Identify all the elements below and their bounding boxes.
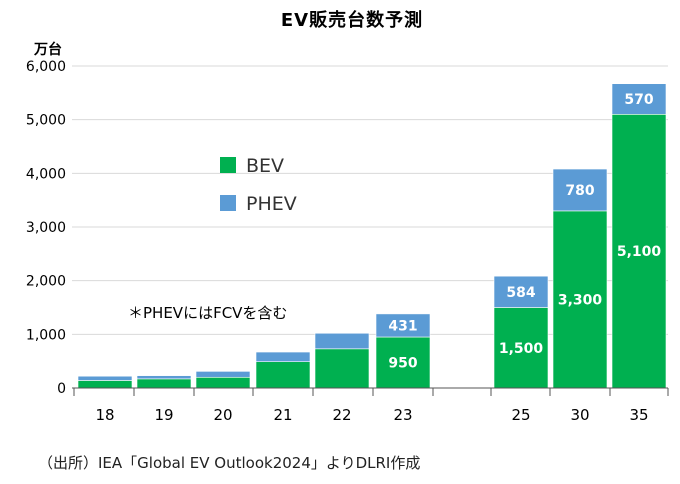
y-tick-label: 3,000 bbox=[26, 220, 66, 236]
y-tick-label: 2,000 bbox=[26, 274, 66, 290]
data-label-phev-25: 584 bbox=[506, 285, 535, 301]
y-axis-ticks: 0 1,000 2,000 3,000 4,000 5,000 6,000 bbox=[26, 59, 66, 397]
bar-phev-19 bbox=[136, 375, 192, 380]
chart-annotation: ＊PHEVにはFCVを含む bbox=[128, 304, 287, 322]
bar-phev-20 bbox=[195, 371, 251, 378]
x-tick-label: 18 bbox=[95, 406, 114, 424]
data-label-bev-35: 5,100 bbox=[617, 244, 662, 260]
bar-phev-35 bbox=[611, 83, 667, 115]
x-tick-label: 20 bbox=[213, 406, 232, 424]
data-label-phev-30: 780 bbox=[565, 183, 594, 199]
y-tick-label: 0 bbox=[57, 381, 66, 397]
y-axis-unit: 万台 bbox=[33, 41, 62, 58]
bar-bev-18 bbox=[77, 380, 133, 389]
legend-swatch-bev bbox=[220, 157, 236, 173]
bar-bev-19 bbox=[136, 378, 192, 389]
x-tick-label: 25 bbox=[511, 406, 530, 424]
y-tick-label: 4,000 bbox=[26, 166, 66, 182]
bar-phev-25 bbox=[493, 275, 549, 308]
y-tick-label: 5,000 bbox=[26, 113, 66, 129]
data-label-bev-23: 950 bbox=[388, 356, 417, 372]
bar-phev-30 bbox=[552, 168, 608, 212]
legend: BEV PHEV bbox=[220, 155, 297, 215]
bar-bev-22 bbox=[314, 348, 370, 389]
y-tick-label: 1,000 bbox=[26, 327, 66, 343]
x-tick-label: 23 bbox=[393, 406, 412, 424]
x-tick-label: 21 bbox=[273, 406, 292, 424]
bar-phev-23 bbox=[375, 313, 431, 338]
x-tick-label: 19 bbox=[154, 406, 173, 424]
y-tick-label: 6,000 bbox=[26, 59, 66, 75]
data-label-bev-30: 3,300 bbox=[558, 292, 603, 308]
bar-bev-21 bbox=[255, 361, 311, 389]
legend-label-phev: PHEV bbox=[246, 193, 297, 215]
data-label-phev-23: 431 bbox=[388, 318, 417, 334]
data-label-phev-35: 570 bbox=[624, 92, 653, 108]
bar-phev-21 bbox=[255, 351, 311, 363]
bar-phev-22 bbox=[314, 332, 370, 350]
bar-phev-18 bbox=[77, 375, 133, 381]
legend-label-bev: BEV bbox=[246, 155, 284, 177]
bar-bev-20 bbox=[195, 376, 251, 389]
x-tick-label: 35 bbox=[629, 406, 648, 424]
bars: 950 431 1,500 584 3,300 780 5,100 570 bbox=[77, 83, 667, 389]
legend-swatch-phev bbox=[220, 195, 236, 211]
x-tick-label: 22 bbox=[332, 406, 351, 424]
data-label-bev-25: 1,500 bbox=[499, 341, 544, 357]
source-note: （出所）IEA「Global EV Outlook2024」よりDLRI作成 bbox=[38, 454, 421, 472]
bar-bev-35 bbox=[611, 114, 667, 389]
x-tick-label: 30 bbox=[570, 406, 589, 424]
x-axis: 18 19 20 21 22 23 25 30 35 bbox=[72, 387, 669, 424]
chart-title: EV販売台数予測 bbox=[281, 9, 423, 31]
